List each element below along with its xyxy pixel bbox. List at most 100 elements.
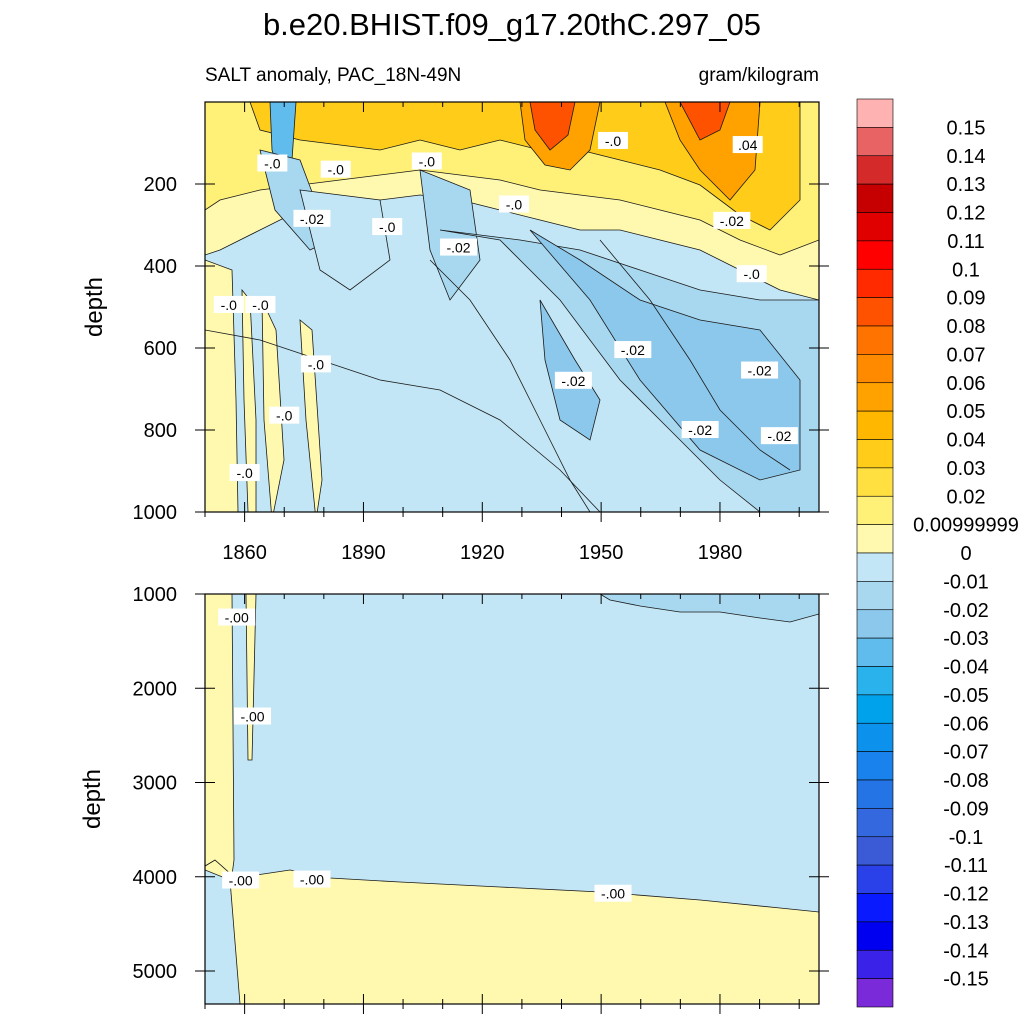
contour-label: -.02: [681, 421, 719, 438]
colorbar-swatch: [856, 609, 894, 639]
upper-contour-line: [599, 239, 791, 471]
colorbar-swatch: [856, 921, 894, 951]
colorbar-swatch: [856, 949, 894, 979]
contour-label-bg: [736, 265, 767, 283]
contour-label-text: -.00: [300, 872, 324, 888]
lower-panel: -.00 -.00 -.00 -.00 -.00 1000 2000 3000 4000 500…: [79, 584, 829, 1014]
contour-label-bg: [269, 406, 300, 424]
colorbar-swatch: [856, 155, 894, 185]
y-tick-label: 1000: [133, 502, 178, 524]
contour-label-bg: [372, 218, 403, 236]
upper-plot-frame: [204, 101, 820, 513]
contour-label-bg: [732, 136, 763, 154]
contour-label-bg: [218, 608, 256, 626]
subtitle-variable: SALT anomaly, PAC_18N-49N: [205, 65, 461, 86]
x-tick-label: 1920: [460, 542, 505, 564]
colorbar-label: 0.00999999: [913, 515, 1019, 537]
contour-label-bg: [293, 870, 331, 888]
contour-label-text: -.00: [225, 610, 249, 626]
colorbar-swatch: [856, 183, 894, 213]
contour-label-bg: [411, 152, 442, 170]
x-tick-label: 1950: [579, 542, 624, 564]
colorbar-swatch: [856, 382, 894, 412]
contour-label-text: -.0: [743, 266, 760, 282]
contour-label: -.00: [234, 707, 272, 725]
y-tick-label: 800: [144, 420, 177, 442]
upper-region-neg-deep-tongue: [529, 229, 801, 481]
contour-label: -.0: [269, 406, 300, 424]
contour-label-text: -.0: [379, 219, 396, 235]
contour-label-text: -.0: [221, 297, 238, 313]
contour-label: -.02: [741, 361, 779, 379]
upper-contour-fills: [205, 102, 819, 512]
contour-label-bg: [245, 295, 276, 313]
contour-label-bg: [594, 884, 632, 902]
upper-contour-lines: [205, 239, 791, 512]
upper-y-axis-label: depth: [81, 277, 108, 337]
lower-plot-frame: [204, 593, 820, 1005]
colorbar-swatch: [856, 410, 894, 440]
contour-label: -.02: [614, 341, 652, 359]
colorbar-label: -0.08: [943, 770, 989, 792]
contour-label: -.0: [411, 152, 442, 170]
contour-label-bg: [229, 464, 260, 482]
lower-y-axis-label: depth: [79, 769, 106, 829]
colorbar-label: 0.02: [947, 486, 986, 508]
contour-label: -.0: [498, 195, 529, 213]
contour-label-text: -.0: [419, 153, 436, 169]
contour-label: -.0: [257, 154, 288, 172]
colorbar-label: -0.14: [943, 940, 989, 962]
contour-label-text: -.00: [229, 873, 253, 889]
lower-axis-ticks: [195, 593, 829, 1014]
upper-region-pos-red-1970s: [679, 102, 731, 141]
colorbar-label: -0.11: [944, 855, 988, 877]
contour-label: .04: [732, 136, 763, 154]
upper-region-neg-1910s: [419, 169, 481, 301]
colorbar-swatch: [856, 666, 894, 696]
contour-label-bg: [222, 871, 260, 889]
colorbar-label: 0.12: [947, 203, 986, 225]
x-tick-label: 1890: [341, 542, 386, 564]
contour-label: -.02: [440, 238, 478, 256]
contour-label-text: -.02: [688, 422, 712, 438]
colorbar-swatch: [856, 893, 894, 923]
contour-label-text: -.02: [300, 211, 324, 227]
contour-label: -.0: [300, 355, 331, 373]
y-tick-label: 4000: [133, 867, 178, 889]
contour-label: -.0: [372, 218, 403, 236]
colorbar-swatch: [856, 751, 894, 781]
contour-label-bg: [741, 361, 779, 379]
contour-label: -.02: [293, 209, 331, 227]
contour-label: -.0: [598, 131, 629, 149]
colorbar-swatch: [856, 240, 894, 270]
x-tick-labels: 1860 1890 1920 1950 1980: [222, 542, 742, 564]
contour-label-bg: [257, 154, 288, 172]
colorbar-label: -0.15: [943, 969, 989, 991]
contour-label-bg: [614, 341, 652, 359]
colorbar-swatch: [856, 552, 894, 582]
contour-label-text: -.02: [561, 373, 585, 389]
colorbar-label: 0.07: [947, 344, 986, 366]
contour-label-text: -.02: [720, 213, 744, 229]
colorbar-label: 0.04: [947, 430, 986, 452]
contour-label-bg: [234, 707, 272, 725]
colorbar-label: -0.07: [943, 742, 989, 764]
upper-region-pos-red-1940s: [529, 102, 576, 151]
lower-region-pos-left: [205, 594, 235, 876]
contour-label-text: -.0: [252, 297, 269, 313]
colorbar-swatch: [856, 524, 894, 554]
contour-label-text: .04: [738, 137, 758, 153]
contour-label-text: -.0: [236, 465, 253, 481]
upper-region-pos-strip2: [261, 299, 285, 512]
contour-label-text: -.0: [506, 197, 523, 213]
colorbar-swatch: [856, 297, 894, 327]
contour-label: -.0: [229, 464, 260, 482]
y-tick-label: 1000: [133, 584, 178, 606]
contour-label: -.0: [736, 265, 767, 283]
colorbar-label: -0.06: [943, 713, 989, 735]
upper-axis-ticks: [195, 102, 829, 522]
colorbar-swatch: [856, 722, 894, 752]
contour-label-bg: [320, 160, 351, 178]
contour-label: -.00: [293, 870, 331, 888]
contour-label-bg: [440, 238, 478, 256]
